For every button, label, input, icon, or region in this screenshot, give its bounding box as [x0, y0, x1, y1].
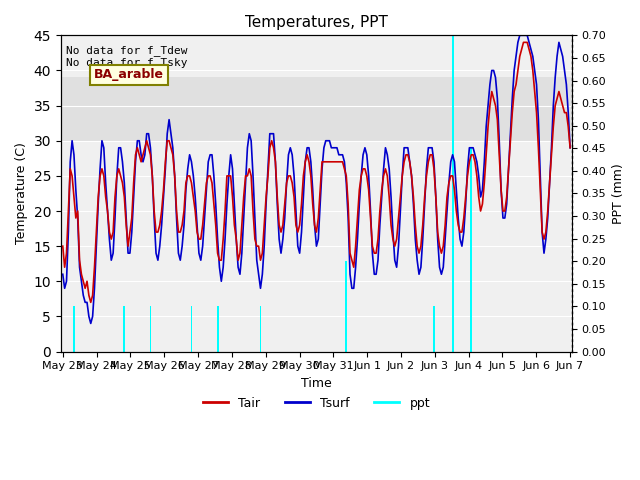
- Title: Temperatures, PPT: Temperatures, PPT: [245, 15, 388, 30]
- Bar: [470, 148, 472, 351]
- Text: No data for f_Tdew
No data for f_Tsky: No data for f_Tdew No data for f_Tsky: [66, 45, 188, 68]
- Bar: [191, 306, 193, 351]
- Legend: Tair, Tsurf, ppt: Tair, Tsurf, ppt: [198, 392, 435, 415]
- Bar: [150, 306, 152, 351]
- Bar: [452, 36, 454, 351]
- Bar: [217, 306, 218, 351]
- Bar: [61, 77, 572, 141]
- Bar: [73, 306, 75, 351]
- Bar: [260, 306, 261, 351]
- Y-axis label: PPT (mm): PPT (mm): [612, 163, 625, 224]
- Y-axis label: Temperature (C): Temperature (C): [15, 143, 28, 244]
- Bar: [433, 306, 435, 351]
- Bar: [346, 261, 348, 351]
- Bar: [124, 306, 125, 351]
- X-axis label: Time: Time: [301, 377, 332, 390]
- Text: BA_arable: BA_arable: [94, 68, 164, 81]
